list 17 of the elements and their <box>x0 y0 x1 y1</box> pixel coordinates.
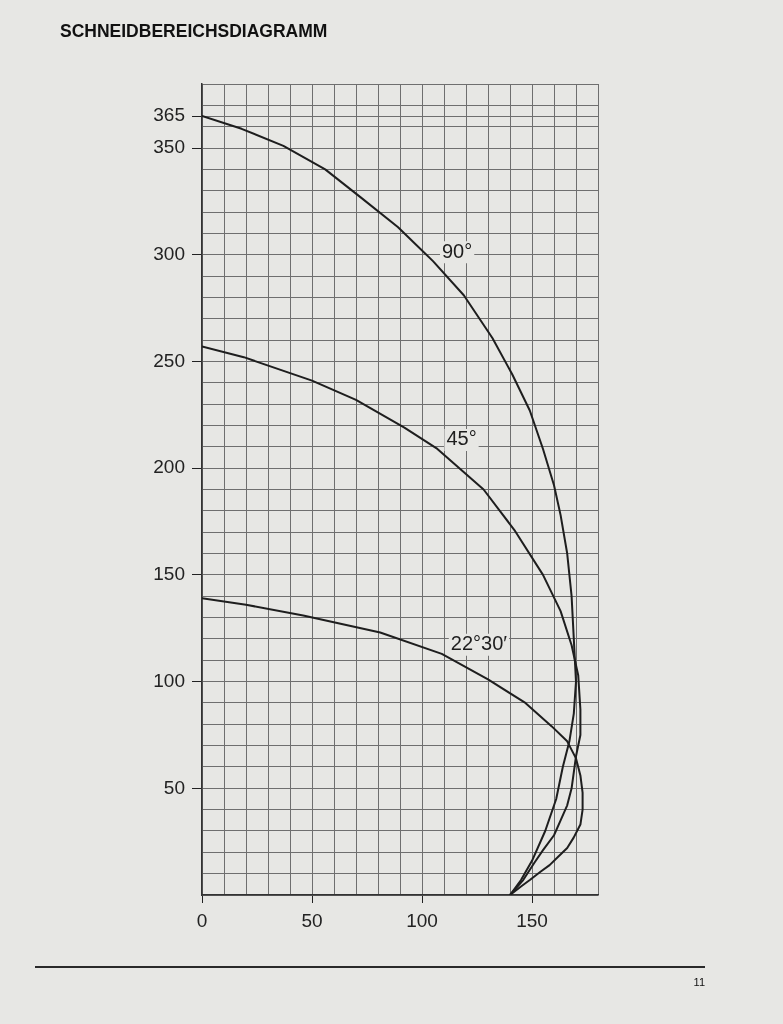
series-label: 90° <box>442 239 473 262</box>
x-tick-label: 50 <box>301 909 323 931</box>
y-tick-label: 50 <box>163 776 185 798</box>
y-tick-label: 150 <box>153 563 185 585</box>
y-tick-label: 200 <box>153 456 185 478</box>
y-tick-label: 250 <box>153 349 185 371</box>
chart-title: SCHNEIDBEREICHSDIAGRAMM <box>60 21 328 42</box>
y-tick-label: 300 <box>153 242 185 264</box>
x-tick-label: 100 <box>406 909 438 931</box>
y-tick-label: 100 <box>153 669 185 691</box>
x-tick-label: 150 <box>516 909 548 931</box>
text: 11 <box>693 976 705 988</box>
series-label: 45° <box>446 427 477 450</box>
series-label: 22°30′ <box>450 632 508 655</box>
y-tick-label: 365 <box>153 104 185 126</box>
y-tick-label: 350 <box>153 136 185 158</box>
x-tick-label: 0 <box>196 909 208 931</box>
